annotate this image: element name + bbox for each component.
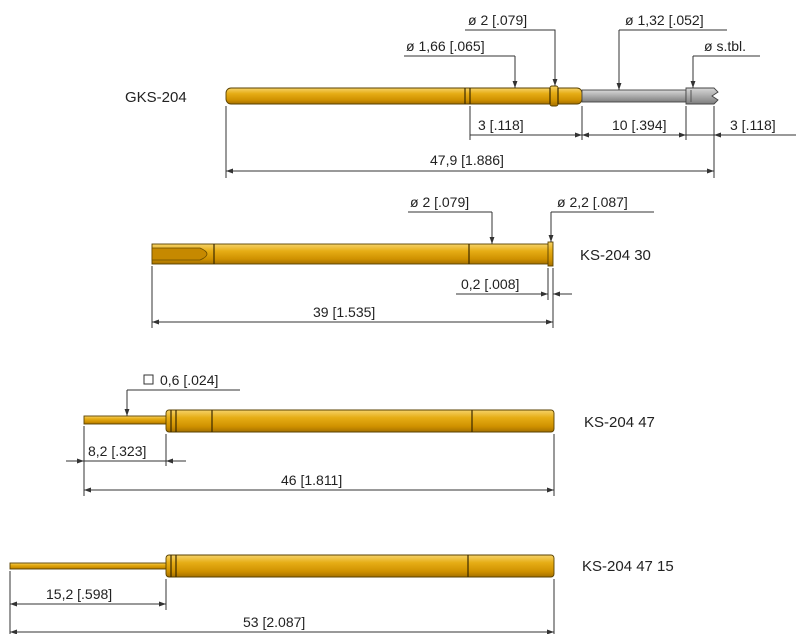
- dim-label: 46 [1.811]: [281, 472, 342, 488]
- part-ks-204-47: KS-204 47 0,6 [.024] 8,2 [.323] 46 [1.81…: [66, 372, 655, 496]
- leader-lines: [408, 211, 654, 244]
- probe-body: [151, 241, 554, 267]
- dim-label: 10 [.394]: [612, 117, 667, 133]
- part-ks-204-30: KS-204 30 ø 2 [.079] ø 2,2 [.087] 0,2 [.…: [151, 194, 654, 328]
- dim-label: ø s.tbl.: [704, 38, 746, 54]
- dim-label: 3 [.118]: [730, 117, 776, 133]
- leader-lines: [124, 374, 240, 416]
- part-gks-204: GKS-204 ø 2 [.079] ø 1,32 [.052] ø 1: [125, 12, 796, 178]
- leader-lines: [404, 29, 760, 90]
- dim-label: ø 2 [.079]: [410, 194, 469, 210]
- dim-label: 39 [1.535]: [313, 304, 375, 320]
- part-ks-204-47-15: KS-204 47 15 15,2 [.598] 53 [2.087]: [9, 554, 674, 634]
- dim-label: 0,2 [.008]: [461, 276, 519, 292]
- probe-body: [225, 85, 719, 107]
- extension-lines: [151, 266, 554, 328]
- part-label: KS-204 30: [580, 247, 651, 264]
- probe-body: [9, 554, 555, 578]
- probe-body: [83, 409, 555, 433]
- dim-label: 47,9 [1.886]: [430, 152, 504, 168]
- square-symbol-icon: [143, 374, 154, 385]
- dim-label: ø 2,2 [.087]: [557, 194, 628, 210]
- dim-label: 15,2 [.598]: [46, 586, 112, 602]
- dim-label: ø 1,66 [.065]: [406, 38, 485, 54]
- part-label: KS-204 47: [584, 414, 655, 431]
- part-label: KS-204 47 15: [582, 558, 674, 575]
- dim-label: 53 [2.087]: [243, 614, 305, 630]
- part-label: GKS-204: [125, 89, 187, 106]
- dim-label: 8,2 [.323]: [88, 443, 146, 459]
- dim-label: 3 [.118]: [478, 117, 524, 133]
- dim-label: 0,6 [.024]: [160, 372, 218, 388]
- dim-label: ø 1,32 [.052]: [625, 12, 704, 28]
- dim-label: ø 2 [.079]: [468, 12, 527, 28]
